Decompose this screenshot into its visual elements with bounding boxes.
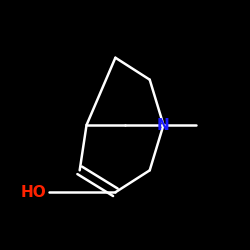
Text: HO: HO — [21, 185, 47, 200]
Text: N: N — [157, 118, 170, 132]
